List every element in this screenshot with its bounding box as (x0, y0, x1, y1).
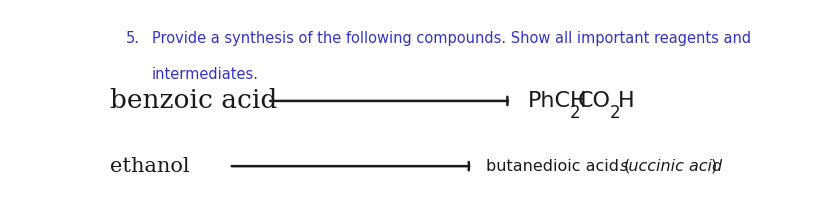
Text: H: H (618, 91, 634, 111)
Text: Provide a synthesis of the following compounds. Show all important reagents and: Provide a synthesis of the following com… (152, 31, 750, 46)
Text: 5.: 5. (126, 31, 140, 46)
Text: succinic acid: succinic acid (619, 159, 721, 174)
Text: benzoic acid: benzoic acid (110, 88, 277, 114)
Text: 2: 2 (569, 104, 580, 122)
Text: ): ) (710, 159, 716, 174)
Text: CO: CO (577, 91, 610, 111)
Text: 2: 2 (609, 104, 620, 122)
Text: butanedioic acid (: butanedioic acid ( (485, 159, 629, 174)
Text: ethanol: ethanol (110, 157, 190, 176)
Text: PhCH: PhCH (527, 91, 586, 111)
Text: intermediates.: intermediates. (152, 67, 258, 82)
